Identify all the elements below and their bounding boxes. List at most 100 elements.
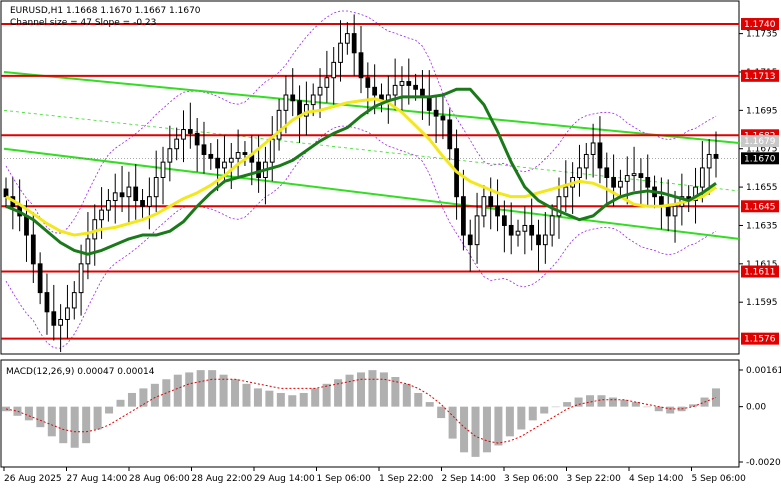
candle-body	[495, 205, 500, 217]
candle-body	[481, 196, 487, 217]
ma-fast-line	[5, 87, 717, 256]
candle-body	[208, 153, 214, 159]
candle-body	[181, 129, 186, 140]
candle-body	[37, 263, 43, 294]
price-tag-bg	[741, 332, 779, 345]
candle-body	[590, 142, 596, 155]
macd-histogram-bar	[36, 406, 45, 428]
channel-lower-line	[3, 147, 740, 240]
candle-body	[693, 186, 698, 202]
level-layer	[1, 23, 739, 340]
y-tick-label: 1.1595	[746, 298, 778, 308]
price-tag-label: 1.1679	[744, 137, 776, 147]
macd-histogram-bar	[368, 370, 377, 407]
candle-body	[269, 138, 275, 163]
candle-body	[358, 52, 364, 79]
macd-histogram-bar	[460, 406, 469, 453]
macd-histogram-bar	[620, 399, 629, 407]
candle-body	[126, 186, 132, 198]
candle-body	[638, 173, 644, 178]
candle-body	[44, 292, 50, 313]
macd-histogram-bar	[150, 383, 159, 407]
candle-body	[433, 109, 439, 117]
chart-title: EURUSD,H1 1.1668 1.1670 1.1667 1.1670	[10, 6, 201, 16]
macd-histogram-bar	[288, 395, 297, 407]
macd-histogram-bar	[666, 406, 675, 414]
candle-body	[310, 94, 316, 106]
candle-body	[611, 177, 616, 188]
macd-histogram-bar	[608, 397, 617, 407]
macd-histogram-bar	[563, 402, 572, 407]
price-tag-label: 1.1645	[744, 202, 776, 212]
x-tick-label: 1 Sep 06:00	[317, 474, 372, 484]
candle-body	[85, 238, 91, 265]
candle-body	[160, 161, 166, 179]
macd-histogram-bar	[414, 392, 423, 407]
macd-y-tick-label: 0.00	[746, 403, 766, 413]
y-tick-label: 1.1695	[746, 106, 778, 116]
candle-body	[201, 144, 207, 155]
candle-body	[426, 96, 432, 111]
macd-histogram-bar	[47, 406, 56, 437]
candle-body	[618, 180, 623, 188]
main-pane-frame	[0, 0, 740, 355]
candle-body	[467, 234, 473, 246]
candle-body	[556, 196, 562, 217]
candle-body	[413, 84, 418, 90]
price-tag-label: 1.1740	[744, 20, 776, 30]
candle-body	[542, 234, 548, 246]
candle-body	[645, 177, 651, 188]
candle-body	[235, 152, 241, 159]
macd-title: MACD(12,26,9) 0.00047 0.00014	[6, 367, 155, 377]
candle-body	[549, 215, 555, 236]
macd-histogram-bar	[356, 372, 366, 407]
price-tag-label: 1.1576	[744, 335, 776, 345]
candle-body	[187, 129, 193, 134]
candle-body	[488, 196, 494, 207]
macd-histogram-bar	[322, 383, 331, 407]
macd-histogram-bar	[93, 406, 102, 430]
macd-histogram-bar	[494, 406, 503, 446]
macd-histogram-bar	[448, 406, 457, 439]
macd-histogram-bar	[505, 406, 514, 437]
candle-body	[399, 81, 405, 86]
candle-body	[317, 86, 323, 96]
channel-info: Channel size = 47 Slope = -0.23	[10, 18, 156, 28]
macd-histogram-bar	[425, 402, 434, 407]
macd-histogram-bar	[528, 406, 537, 421]
candle-body	[706, 153, 712, 169]
macd-histogram-bar	[219, 374, 228, 407]
price-tag-bg	[741, 69, 779, 82]
macd-histogram-bar	[13, 406, 22, 416]
candle-body	[529, 224, 535, 236]
envelope-lower-line	[5, 125, 717, 349]
candle-body	[672, 205, 678, 217]
macd-histogram-bar	[127, 392, 136, 407]
candle-body	[515, 230, 521, 236]
candle-body	[324, 77, 330, 88]
candle-body	[474, 215, 480, 246]
x-tick-label: 3 Sep 22:00	[567, 474, 622, 484]
macd-histogram-bar	[471, 406, 480, 457]
candle-body	[536, 234, 541, 246]
y-tick-label: 1.1675	[746, 145, 778, 155]
macd-histogram-bar	[59, 406, 68, 444]
candle-body	[167, 148, 173, 163]
candle-body	[153, 177, 159, 198]
candle-body	[577, 167, 582, 178]
price-tag-label: 1.1670	[744, 154, 776, 164]
candle-body	[78, 263, 84, 294]
candle-body	[3, 188, 9, 198]
candle-body	[597, 142, 603, 169]
candle-body	[228, 157, 234, 163]
ma-slow-line	[5, 97, 717, 237]
price-tag-bg	[741, 135, 779, 148]
candle-body	[290, 94, 296, 102]
x-tick-label: 28 Aug 06:00	[129, 474, 190, 484]
candle-body	[604, 167, 610, 178]
candle-body	[563, 186, 569, 198]
candle-body	[713, 153, 719, 159]
x-tick-label: 2 Sep 14:00	[442, 474, 497, 484]
macd-histogram-bar	[139, 388, 148, 407]
